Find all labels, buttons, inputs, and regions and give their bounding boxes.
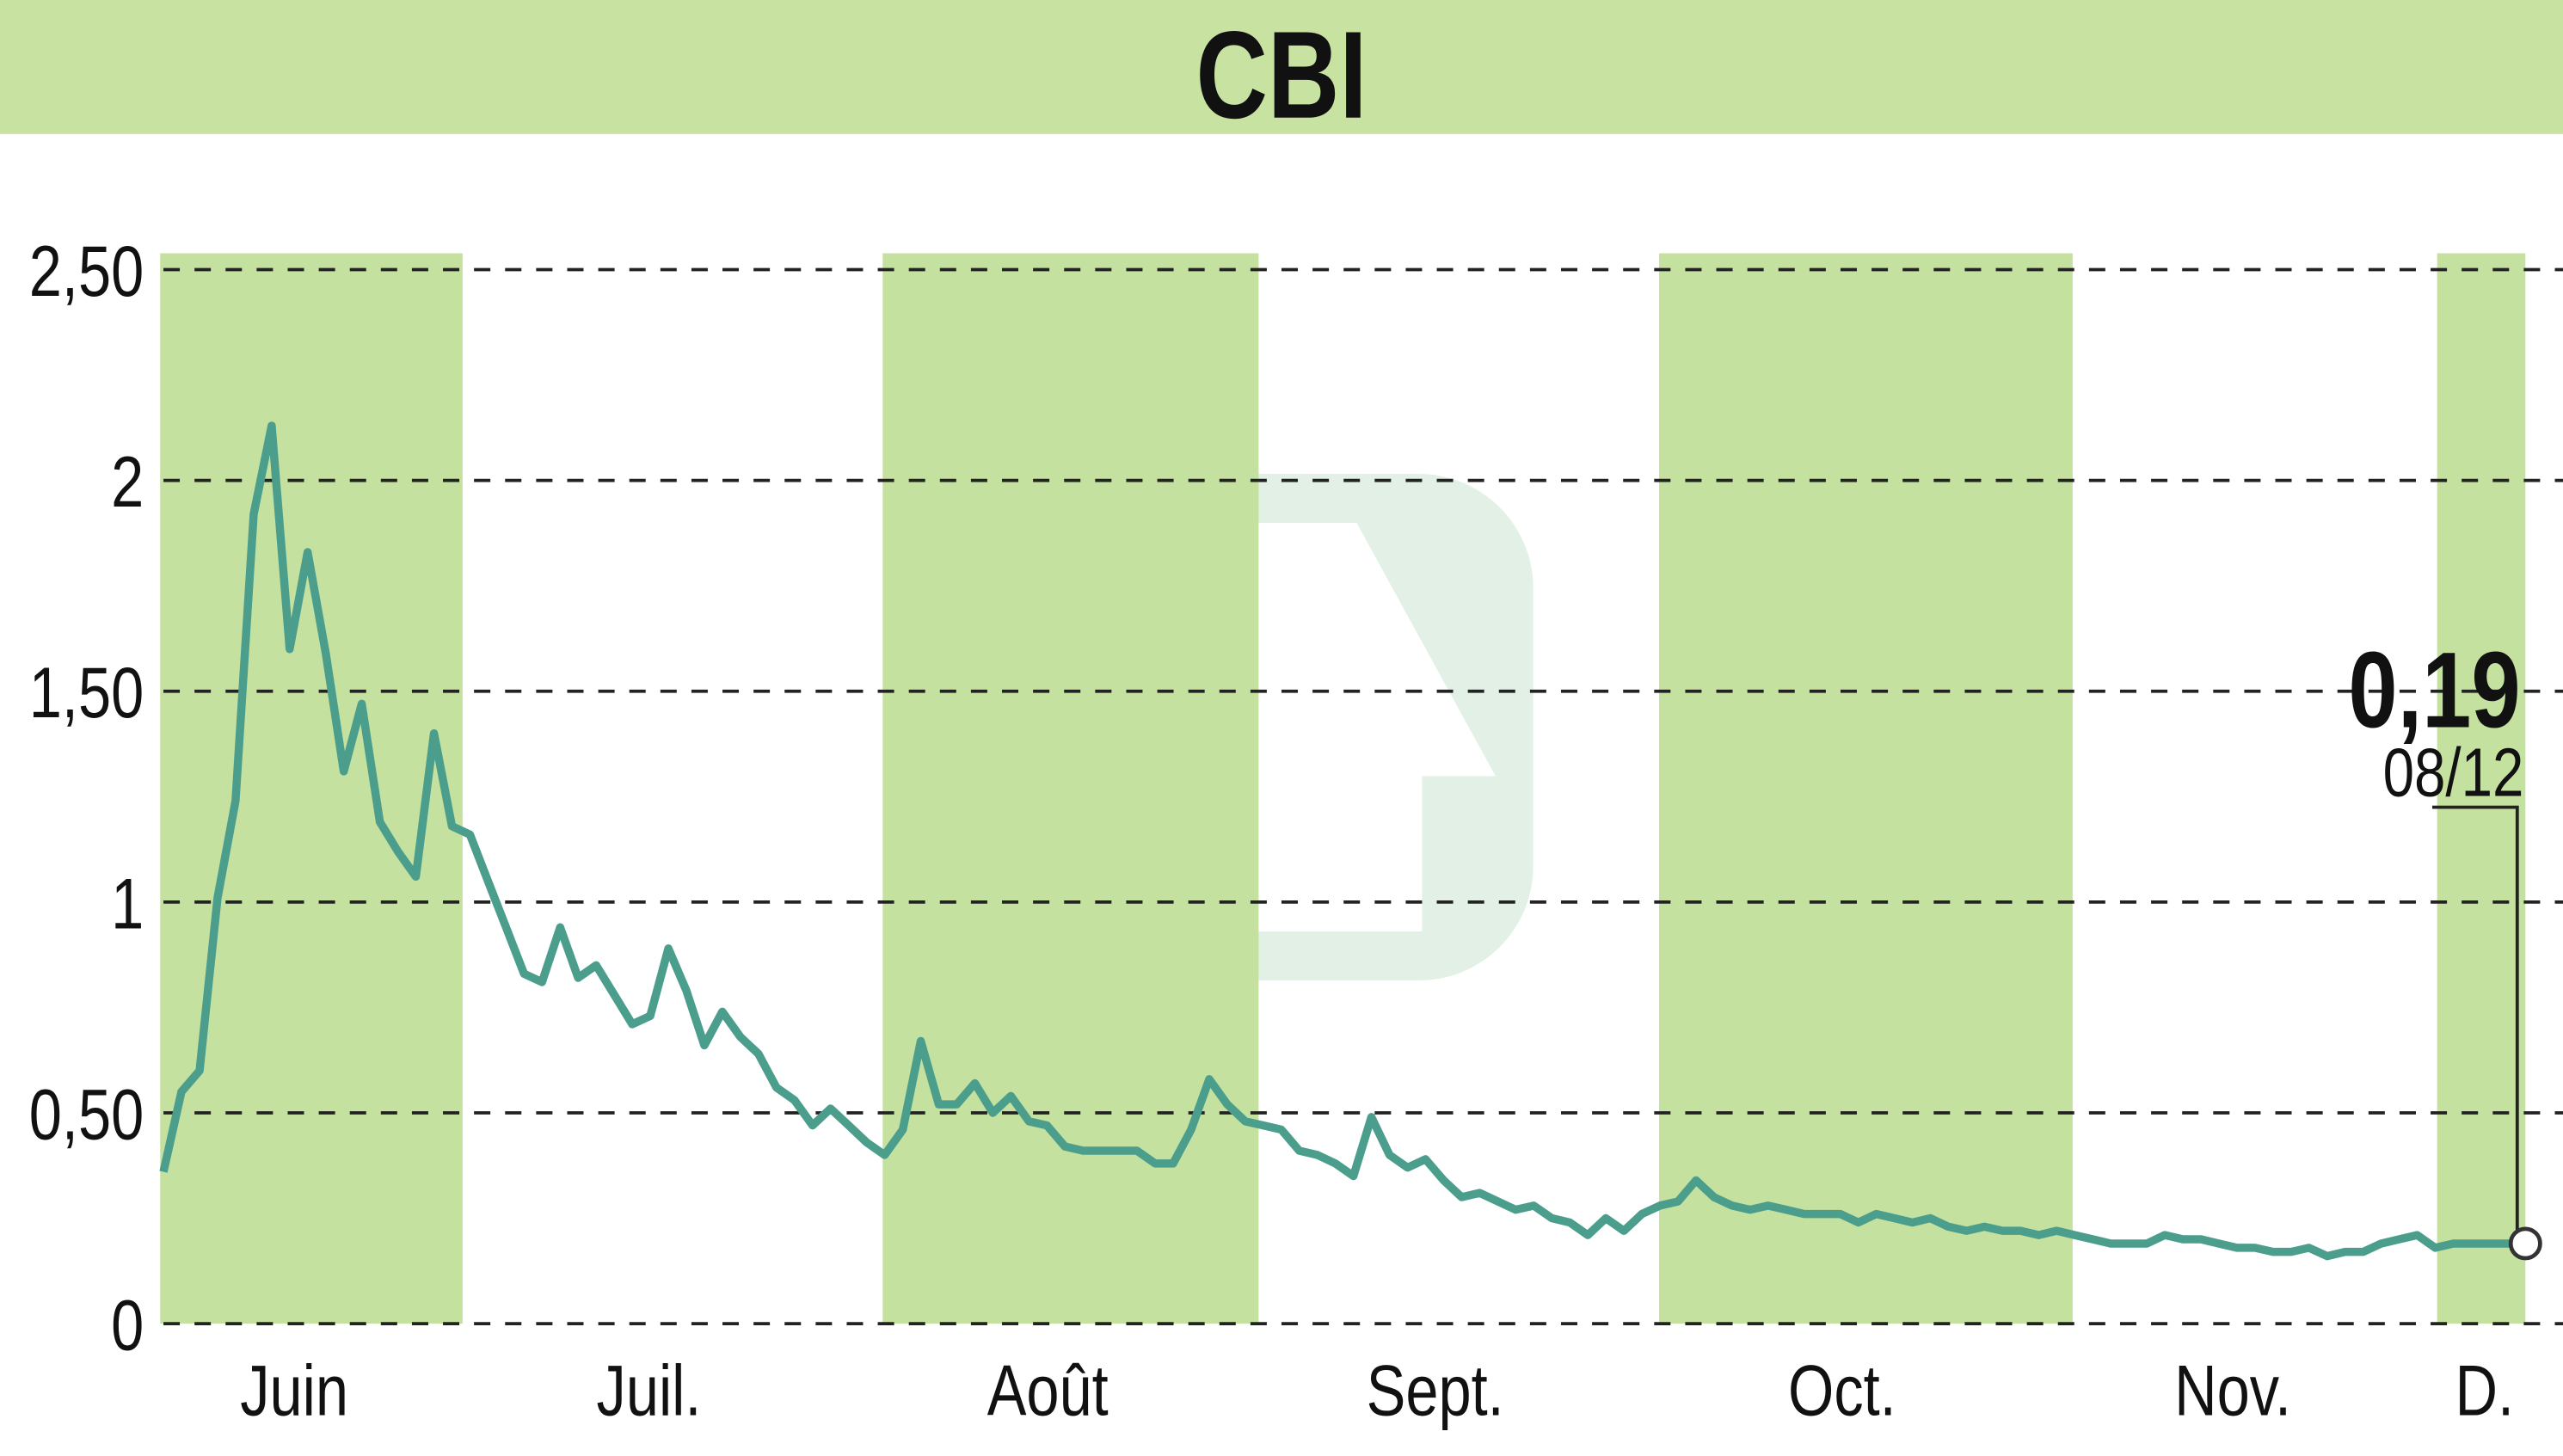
x-tick-label: Juil. xyxy=(597,1351,702,1431)
y-tick-label: 2 xyxy=(111,443,144,523)
month-band xyxy=(2437,253,2526,1324)
title-bar xyxy=(0,0,2563,134)
chart-title: CBI xyxy=(1196,6,1368,144)
x-tick-label: Août xyxy=(987,1351,1109,1431)
x-tick-label: Nov. xyxy=(2174,1351,2291,1431)
last-date-label: 08/12 xyxy=(2383,734,2524,811)
month-band xyxy=(160,253,463,1324)
last-value-label: 0,19 xyxy=(2348,630,2520,751)
price-line xyxy=(159,421,2526,1261)
last-point xyxy=(2508,1226,2542,1261)
y-tick-label: 1,50 xyxy=(29,654,144,734)
x-tick-label: Oct. xyxy=(1788,1351,1896,1431)
y-tick-label: 0,50 xyxy=(29,1075,144,1155)
y-tick-label: 1 xyxy=(111,864,144,944)
month-band xyxy=(1659,253,2073,1324)
x-tick-label: D. xyxy=(2455,1351,2514,1431)
y-tick-label: 0 xyxy=(111,1286,144,1366)
x-tick-label: Juin xyxy=(240,1351,348,1431)
y-tick-label: 2,50 xyxy=(29,232,144,312)
month-band xyxy=(882,253,1259,1324)
annotation-leader xyxy=(2431,805,2519,1244)
x-tick-label: Sept. xyxy=(1367,1351,1504,1431)
